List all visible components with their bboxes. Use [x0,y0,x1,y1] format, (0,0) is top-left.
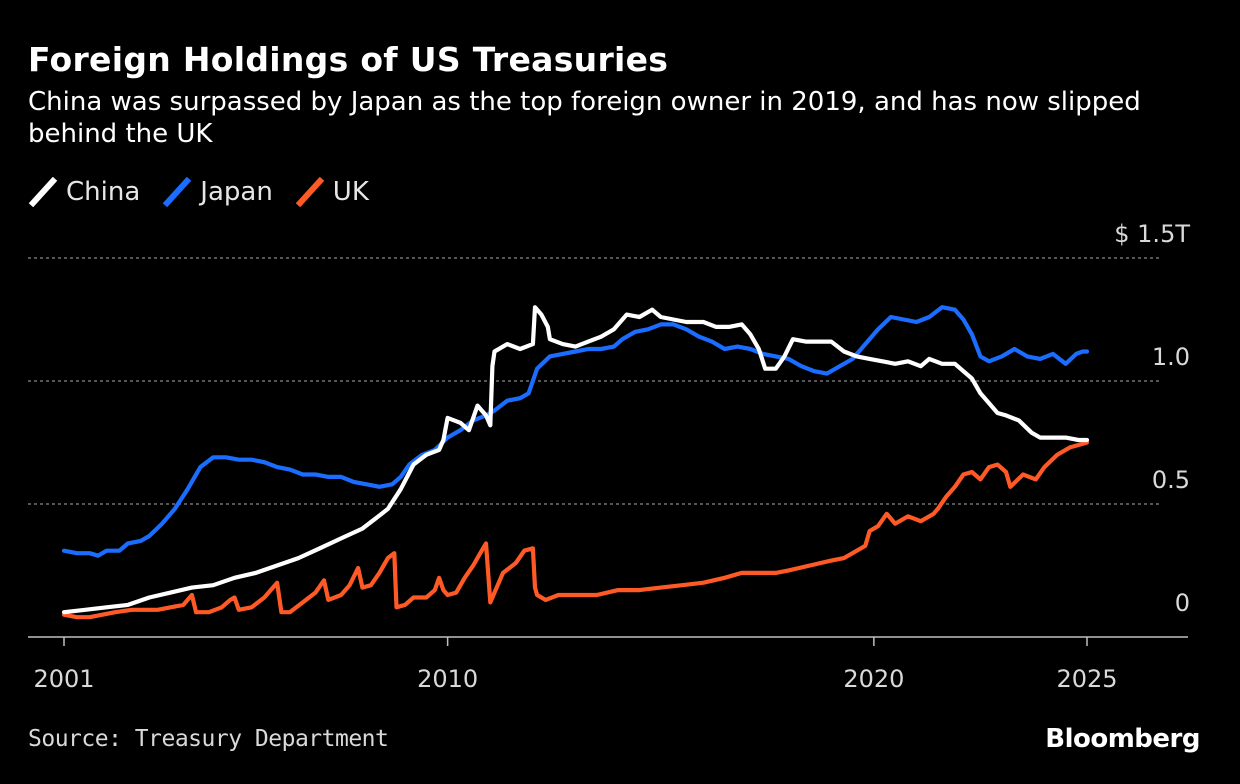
legend-mark-china [28,177,58,207]
chart-title: Foreign Holdings of US Treasuries [28,40,669,79]
series-line-china [61,305,1090,615]
chart-legend: China Japan UK [28,172,391,212]
legend-swatch-japan [163,177,192,207]
legend-item-uk: UK [295,177,369,207]
legend-label-uk: UK [332,177,369,207]
y-tick-label: 1.0 [1152,343,1190,371]
series-line-japan [61,305,1090,558]
chart-subtitle: China was surpassed by Japan as the top … [28,87,1141,149]
legend-mark-japan [163,177,192,207]
bloomberg-logo: Bloomberg [1045,724,1200,754]
source-note: Source: Treasury Department [28,726,389,752]
legend-item-china: China [28,177,140,207]
y-tick-label: $ 1.5T [1114,220,1190,248]
legend-item-japan: Japan [162,177,273,207]
x-tick-label: 2025 [1056,665,1117,693]
y-tick-label: 0 [1175,589,1190,617]
legend-swatch-china [28,177,58,207]
legend-swatch-uk [295,177,325,207]
legend-label-japan: Japan [200,177,273,207]
x-tick-label: 2010 [417,665,478,693]
series-line-uk [61,440,1090,620]
y-tick-label: 0.5 [1152,466,1190,494]
legend-label-china: China [66,177,141,207]
x-tick-label: 2020 [843,665,904,693]
x-tick-label: 2001 [33,665,94,693]
legend-mark-uk [295,177,325,207]
